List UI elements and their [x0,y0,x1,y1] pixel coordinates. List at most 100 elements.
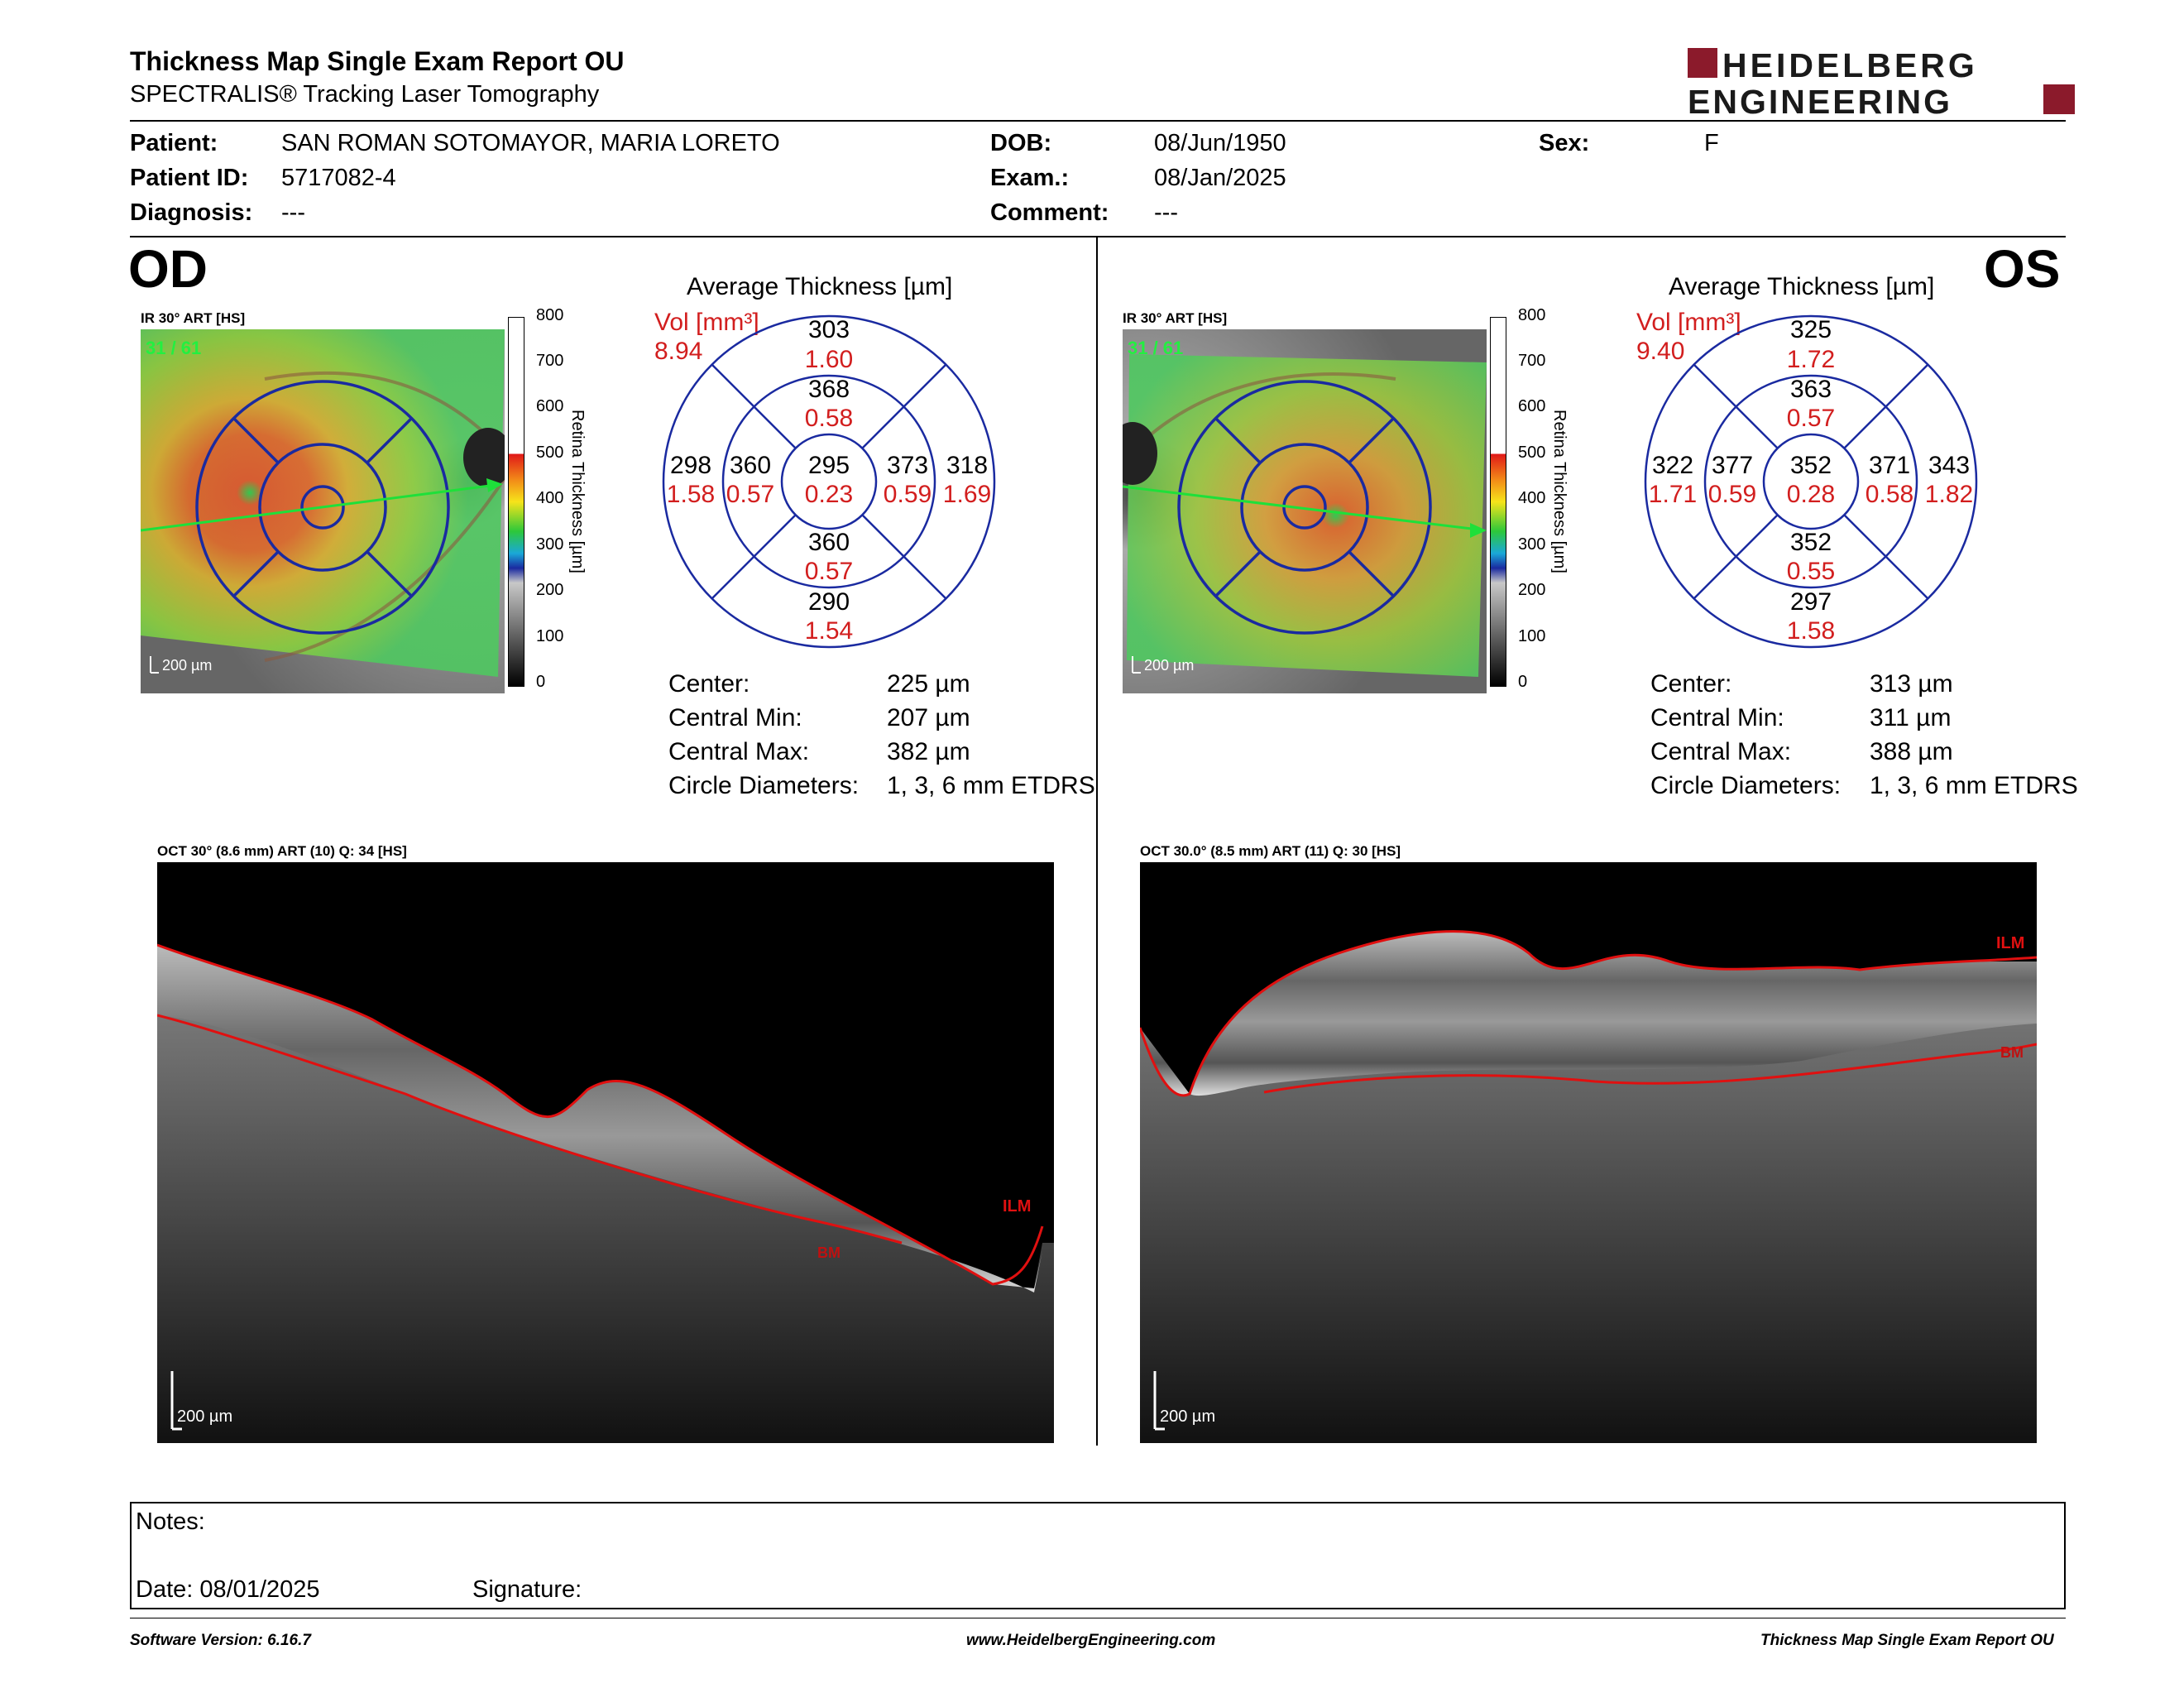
od-outer-nasal-vol: 1.69 [943,481,991,508]
os-inner-temp-vol: 0.59 [1708,481,1756,508]
tick-200: 200 [1518,581,1546,599]
dob: 08/Jun/1950 [1154,130,1286,156]
tick-300: 300 [1518,535,1546,554]
footer-report-name: Thickness Map Single Exam Report OU [1760,1632,2054,1649]
od-outer-temp-vol: 1.58 [667,481,715,508]
os-outer-nasal-vol: 1.82 [1925,481,1973,508]
comment: --- [1154,199,1178,226]
os-inner-inf-vol: 0.55 [1787,558,1835,585]
os-vol-value: 9.40 [1636,338,1685,365]
od-center-vol: 0.23 [805,481,853,508]
tick-800: 800 [1518,306,1546,324]
os-outer-sup-vol: 1.72 [1787,346,1835,373]
os-outer-nasal-thk: 343 [1928,452,1970,479]
website-link[interactable]: www.HeidelbergEngineering.com [966,1632,1216,1649]
tick-100: 100 [536,627,564,645]
od-etdrs-grid: 303 1.60 368 0.58 295 0.23 360 0.57 373 … [662,314,996,649]
exam-label: Exam.: [990,165,1070,191]
tick-300: 300 [536,535,564,554]
os-outer-inf-thk: 297 [1790,588,1832,616]
od-bm-label: BM [817,1244,841,1261]
os-colorbar-label: Retina Thickness [µm] [1550,410,1569,573]
os-stat-center: 313 µm [1870,670,1953,698]
od-outer-inf-vol: 1.54 [805,617,853,645]
os-outer-sup-thk: 325 [1790,316,1832,343]
os-fundus-label: IR 30° ART [HS] [1123,310,1228,326]
tick-100: 100 [1518,627,1546,645]
tick-500: 500 [536,444,564,462]
notes-box[interactable] [130,1502,2066,1609]
od-stat-label-diam: Circle Diameters: [668,772,860,799]
tick-500: 500 [1518,444,1546,462]
os-center-thk: 352 [1790,452,1832,479]
od-fundus-image: 31 / 61 200 µm [141,329,505,693]
comment-label: Comment: [990,199,1109,226]
os-outer-inf-vol: 1.58 [1787,617,1835,645]
heidelberg-logo: HEIDELBERG ENGINEERING [1688,46,2075,117]
os-inner-nasal-thk: 371 [1869,452,1910,479]
od-oct-bscan: ILM BM 200 µm [157,862,1054,1443]
od-inner-inf-vol: 0.57 [805,558,853,585]
eye-label-os: OS [1984,239,2061,299]
od-colorbar-ticks: 800 700 600 500 400 300 200 100 0 [526,306,563,695]
os-stat-label-min: Central Min: [1650,704,1784,731]
od-stat-label-center: Center: [668,670,750,698]
os-colorbar [1490,317,1506,687]
os-stat-min: 311 µm [1870,704,1952,731]
od-frame-counter: 31 / 61 [146,338,201,358]
os-oct-scale: 200 µm [1160,1407,1215,1426]
tick-200: 200 [536,581,564,599]
od-avg-title: Average Thickness [µm] [687,273,953,300]
od-stat-center: 225 µm [887,670,970,698]
os-vol-label: Vol [mm³] [1636,309,1741,336]
od-colorbar [508,317,524,687]
od-inner-nasal-thk: 373 [887,452,928,479]
od-vol-value: 8.94 [654,338,703,365]
exam-date: 08/Jan/2025 [1154,165,1286,191]
od-inner-temp-vol: 0.57 [726,481,774,508]
os-stat-max: 388 µm [1870,738,1953,765]
notes-label: Notes: [136,1508,205,1535]
tick-600: 600 [536,397,564,415]
eye-label-od: OD [128,239,208,299]
os-stat-label-diam: Circle Diameters: [1650,772,1842,799]
od-outer-inf-thk: 290 [808,588,850,616]
sex-label: Sex: [1539,130,1590,156]
os-ilm-label: ILM [1996,934,2024,952]
od-inner-inf-thk: 360 [808,529,850,556]
od-inner-sup-thk: 368 [808,376,850,403]
report-title: Thickness Map Single Exam Report OU [130,46,625,76]
header-rule [130,120,2066,122]
od-stat-min: 207 µm [887,704,970,731]
os-fundus-scale: 200 µm [1144,657,1194,674]
dob-label: DOB: [990,130,1052,156]
od-center-thk: 295 [808,452,850,479]
os-outer-temp-vol: 1.71 [1649,481,1697,508]
os-oct-label: OCT 30.0° (8.5 mm) ART (11) Q: 30 [HS] [1140,843,1401,859]
od-vol-label: Vol [mm³] [654,309,759,336]
os-inner-sup-vol: 0.57 [1787,405,1835,432]
logo-line2: ENGINEERING [1688,83,1952,117]
od-outer-nasal-thk: 318 [946,452,988,479]
tick-700: 700 [536,352,564,370]
software-version: Software Version: 6.16.7 [130,1632,311,1649]
od-inner-nasal-vol: 0.59 [884,481,932,508]
os-inner-nasal-vol: 0.58 [1866,481,1913,508]
center-divider [1096,237,1098,1446]
od-fundus-scale: 200 µm [162,657,212,674]
od-outer-temp-thk: 298 [670,452,711,479]
report-subtitle: SPECTRALIS® Tracking Laser Tomography [130,81,600,108]
od-outer-sup-thk: 303 [808,316,850,343]
signature-label: Signature: [472,1576,582,1603]
tick-700: 700 [1518,352,1546,370]
od-ilm-label: ILM [1003,1197,1031,1216]
od-oct-scale: 200 µm [177,1407,232,1426]
logo-line1: HEIDELBERG [1722,46,1978,84]
tick-400: 400 [1518,489,1546,507]
patient-name: SAN ROMAN SOTOMAYOR, MARIA LORETO [281,130,780,156]
date-label: Date: 08/01/2025 [136,1576,320,1603]
patient-label: Patient: [130,130,218,156]
tick-800: 800 [536,306,564,324]
od-stat-label-max: Central Max: [668,738,810,765]
sex: F [1704,130,1719,156]
